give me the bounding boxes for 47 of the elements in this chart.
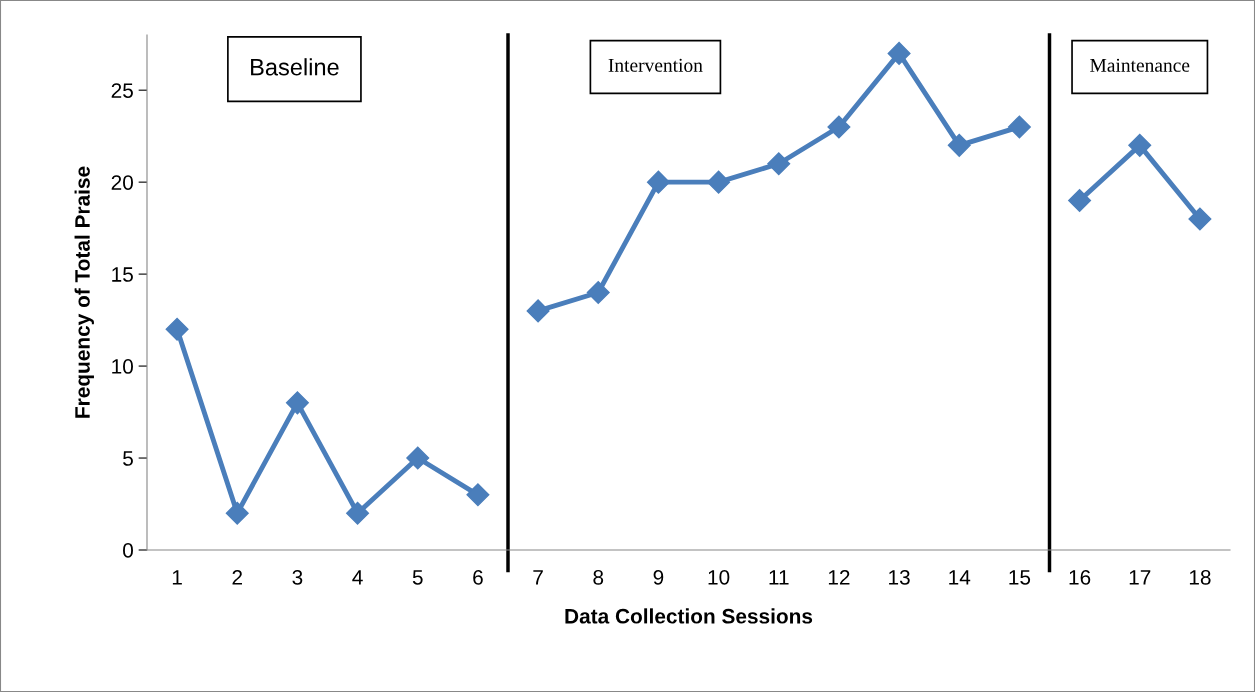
- point: [285, 391, 309, 415]
- point: [1068, 189, 1092, 213]
- point: [646, 170, 670, 194]
- x-tick-label: 3: [292, 569, 303, 585]
- x-tick-label: 4: [352, 570, 363, 585]
- point: [526, 299, 550, 323]
- y-tick-label: 0: [123, 543, 133, 558]
- x-tick-label: 6: [473, 569, 483, 585]
- x-tick-label: 7: [533, 570, 543, 585]
- y-tick-label: 5: [123, 451, 133, 466]
- x-tick-label: 5: [412, 570, 423, 585]
- point: [707, 170, 731, 194]
- x-tick-label: 18: [1189, 569, 1211, 585]
- x-tick-label: 13: [889, 569, 910, 585]
- y-axis-title: Frequency of Total Praise: [74, 166, 94, 418]
- point: [887, 41, 911, 65]
- point: [827, 115, 851, 139]
- point: [947, 133, 971, 157]
- annotation: Baseline: [251, 58, 339, 76]
- x-tick-label: 10: [708, 569, 730, 585]
- point: [165, 317, 189, 341]
- x-tick-label: 9: [653, 569, 664, 585]
- y-tick-label: 20: [111, 175, 133, 190]
- x-tick-label: 8: [593, 569, 604, 585]
- point: [225, 501, 249, 525]
- x-tick-label: 17: [1129, 570, 1151, 585]
- point: [767, 152, 791, 176]
- y-tick-label: 25: [111, 83, 133, 98]
- point: [1188, 207, 1212, 231]
- point: [586, 281, 610, 304]
- x-axis-title: Data Collection Sessions: [565, 608, 813, 624]
- point: [406, 446, 430, 470]
- point: [466, 483, 490, 507]
- annotation: Maintenance: [1090, 58, 1190, 72]
- x-tick-label: 2: [232, 569, 242, 585]
- y-tick-label: 15: [112, 267, 133, 282]
- point: [346, 501, 370, 525]
- x-tick-label: 16: [1069, 569, 1091, 585]
- y-tick-label: 10: [112, 359, 133, 374]
- x-tick-label: 15: [1009, 570, 1031, 585]
- point: [1007, 115, 1031, 139]
- x-tick-label: 14: [949, 570, 971, 585]
- annotation: Intervention: [608, 58, 703, 72]
- x-tick-label: 11: [769, 570, 789, 585]
- point: [1128, 133, 1152, 157]
- x-tick-label: 12: [828, 569, 850, 585]
- x-tick-label: 1: [172, 570, 182, 585]
